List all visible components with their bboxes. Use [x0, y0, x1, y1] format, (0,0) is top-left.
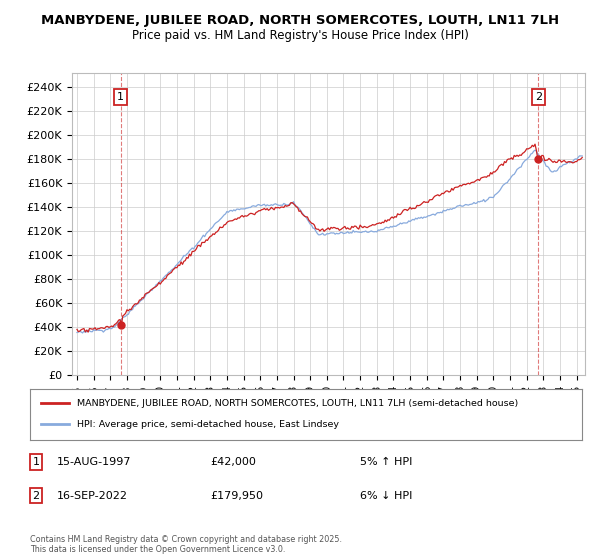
Text: 5% ↑ HPI: 5% ↑ HPI [360, 457, 412, 467]
Text: Price paid vs. HM Land Registry's House Price Index (HPI): Price paid vs. HM Land Registry's House … [131, 29, 469, 42]
Text: £42,000: £42,000 [210, 457, 256, 467]
Text: Contains HM Land Registry data © Crown copyright and database right 2025.
This d: Contains HM Land Registry data © Crown c… [30, 535, 342, 554]
Text: 1: 1 [117, 92, 124, 102]
Text: 15-AUG-1997: 15-AUG-1997 [57, 457, 131, 467]
Text: 16-SEP-2022: 16-SEP-2022 [57, 491, 128, 501]
Text: 6% ↓ HPI: 6% ↓ HPI [360, 491, 412, 501]
Text: MANBYDENE, JUBILEE ROAD, NORTH SOMERCOTES, LOUTH, LN11 7LH: MANBYDENE, JUBILEE ROAD, NORTH SOMERCOTE… [41, 14, 559, 27]
Text: HPI: Average price, semi-detached house, East Lindsey: HPI: Average price, semi-detached house,… [77, 420, 339, 429]
Text: 1: 1 [32, 457, 40, 467]
Text: 2: 2 [32, 491, 40, 501]
Text: 2: 2 [535, 92, 542, 102]
Text: MANBYDENE, JUBILEE ROAD, NORTH SOMERCOTES, LOUTH, LN11 7LH (semi-detached house): MANBYDENE, JUBILEE ROAD, NORTH SOMERCOTE… [77, 399, 518, 408]
Text: £179,950: £179,950 [210, 491, 263, 501]
